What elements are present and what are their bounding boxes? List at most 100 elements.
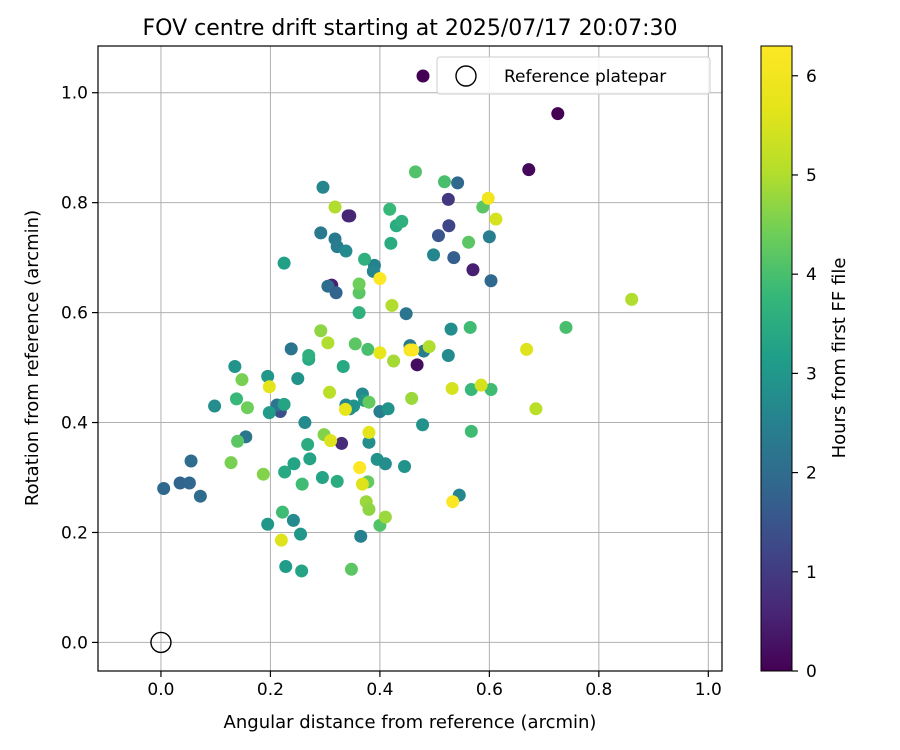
data-point: [442, 219, 456, 233]
data-point: [358, 252, 372, 266]
data-point: [324, 434, 338, 448]
data-point: [361, 342, 375, 356]
data-point: [445, 381, 459, 395]
data-point: [462, 235, 476, 249]
colorbar-label: Hours from first FF file: [829, 258, 850, 459]
data-point: [291, 372, 305, 386]
colorbar-ticks: 0 1 2 3 4 5 6: [792, 67, 817, 682]
x-tick-label: 0.2: [257, 680, 284, 700]
data-point: [335, 436, 349, 450]
y-axis-ticks: 0.0 0.2 0.4 0.6 0.8 1.0: [61, 84, 98, 653]
data-point: [416, 418, 430, 432]
data-point: [373, 272, 387, 286]
data-point: [287, 457, 301, 471]
data-point: [328, 200, 342, 214]
data-point: [302, 348, 316, 362]
data-point: [481, 191, 495, 205]
legend-marker-reference: [455, 65, 477, 87]
data-point: [277, 397, 291, 411]
data-point: [489, 212, 503, 226]
data-point: [451, 176, 465, 190]
colorbar-tick-label: 0: [806, 662, 817, 682]
data-point: [336, 359, 350, 373]
data-point: [520, 342, 534, 356]
data-point: [399, 307, 413, 321]
data-point: [323, 385, 337, 399]
y-tick-label: 0.6: [61, 304, 88, 324]
data-point: [464, 424, 478, 438]
data-point: [275, 505, 289, 519]
data-point: [286, 513, 300, 527]
data-point: [410, 358, 424, 372]
x-axis-ticks: 0.0 0.2 0.4 0.6 0.8 1.0: [147, 671, 722, 700]
data-point: [522, 163, 536, 177]
x-tick-label: 0.0: [147, 680, 174, 700]
chart-title: FOV centre drift starting at 2025/07/17 …: [143, 16, 678, 41]
legend-label-reference: Reference platepar: [504, 67, 666, 87]
data-point: [446, 495, 460, 509]
reference-marker: [150, 631, 172, 654]
data-point: [338, 402, 352, 416]
data-point: [463, 320, 477, 334]
legend-marker-scatter: [416, 69, 430, 83]
data-point: [408, 165, 422, 179]
data-point: [229, 392, 243, 406]
data-point: [427, 248, 441, 262]
y-tick-label: 0.2: [61, 523, 88, 543]
data-point: [295, 564, 309, 578]
data-point: [384, 236, 398, 250]
data-point: [422, 340, 436, 354]
data-point: [362, 395, 376, 409]
data-point: [208, 399, 222, 413]
y-axis-label: Rotation from reference (arcmin): [22, 210, 43, 506]
data-point: [193, 489, 207, 503]
y-tick-label: 1.0: [61, 84, 88, 104]
x-tick-label: 0.8: [585, 680, 612, 700]
colorbar-tick-label: 2: [806, 464, 817, 484]
data-point: [441, 348, 455, 362]
colorbar-tick-label: 1: [806, 563, 817, 583]
data-point: [431, 229, 445, 243]
data-point: [341, 209, 355, 223]
data-point: [348, 337, 362, 351]
colorbar-tick-label: 6: [806, 67, 817, 87]
colorbar: [760, 45, 793, 672]
data-point: [378, 510, 392, 524]
x-tick-label: 0.6: [476, 680, 503, 700]
data-point: [559, 320, 573, 334]
y-tick-label: 0.4: [61, 414, 88, 434]
data-point: [278, 465, 292, 479]
data-point: [184, 454, 198, 468]
data-point: [398, 460, 412, 474]
data-point: [466, 263, 480, 277]
data-point: [625, 292, 639, 306]
data-point: [529, 402, 543, 416]
data-point: [354, 529, 368, 543]
legend: Reference platepar: [416, 56, 711, 95]
y-tick-label: 0.0: [61, 633, 88, 653]
x-tick-label: 1.0: [695, 680, 722, 700]
data-point: [301, 438, 315, 452]
data-point: [373, 346, 387, 360]
data-point: [315, 471, 329, 485]
data-point: [387, 354, 401, 368]
data-point: [314, 226, 328, 240]
data-point: [395, 214, 409, 228]
data-point: [484, 383, 498, 397]
data-point: [484, 274, 498, 288]
data-point: [437, 175, 451, 189]
data-point: [362, 435, 376, 449]
data-point: [447, 251, 461, 265]
data-point: [551, 107, 565, 121]
data-point: [261, 369, 275, 383]
reference-marker-group: [150, 631, 172, 654]
data-point: [298, 416, 312, 430]
data-point: [330, 474, 344, 488]
data-point: [274, 533, 288, 547]
data-point: [228, 359, 242, 373]
plot-frame: [97, 45, 723, 672]
data-point: [235, 373, 249, 387]
data-point: [378, 457, 392, 471]
